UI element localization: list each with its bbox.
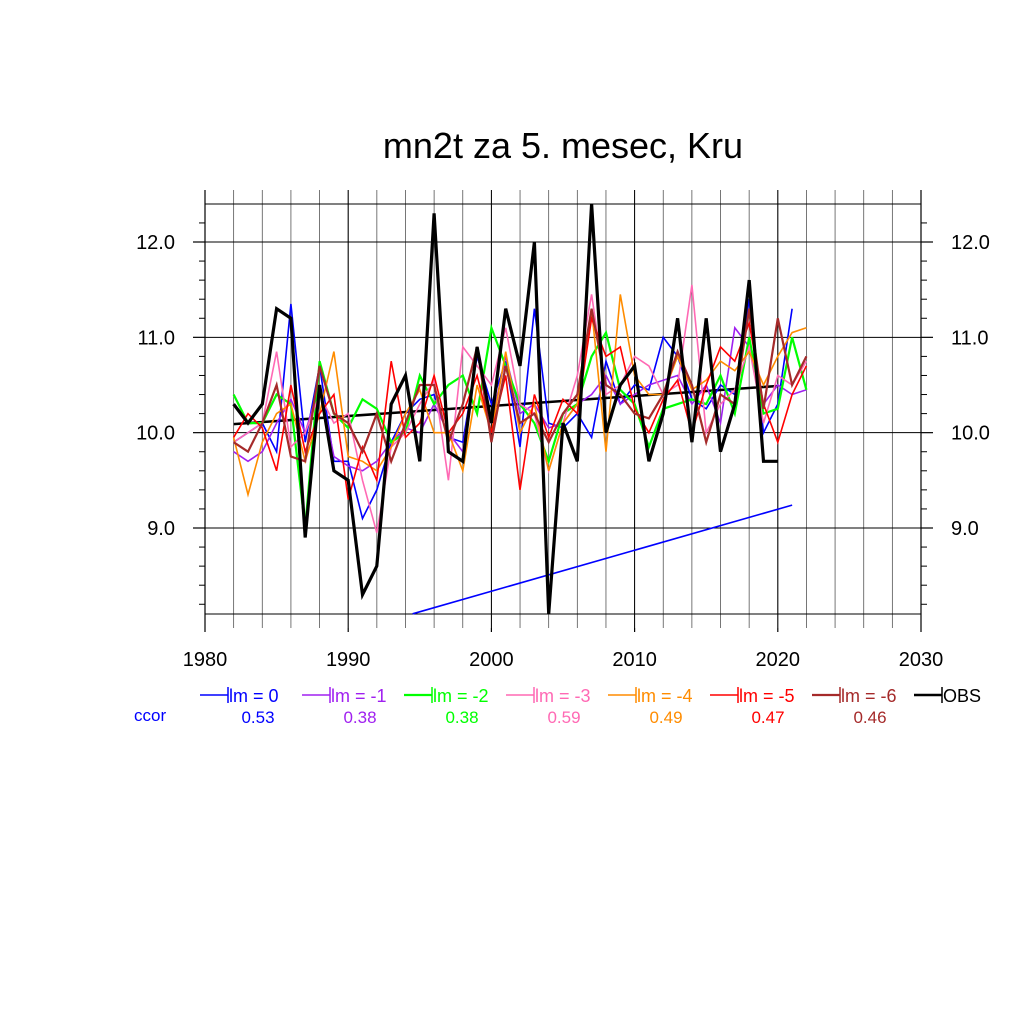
x-tick-label: 2030 xyxy=(899,649,944,671)
legend-label: lm = -6 xyxy=(841,686,897,706)
ccor-value: 0.38 xyxy=(343,708,376,727)
y-tick-label-right: 10.0 xyxy=(951,423,990,445)
y-tick-label-right: 9.0 xyxy=(951,518,979,540)
y-tick-label-right: 11.0 xyxy=(951,327,988,349)
y-tick-label-left: 9.0 xyxy=(147,518,175,540)
legend-label: OBS xyxy=(943,686,981,706)
y-tick-label-left: 11.0 xyxy=(138,327,175,349)
legend-label: lm = -3 xyxy=(535,686,591,706)
legend-label: lm = -2 xyxy=(433,686,489,706)
ccor-value: 0.38 xyxy=(445,708,478,727)
legend: lm = 0 0.53 lm = -1 0.38 lm = -2 0.38 lm = -3 0… xyxy=(134,686,981,727)
legend-label: lm = -5 xyxy=(739,686,795,706)
trend-line xyxy=(412,504,793,615)
legend-label: lm = -1 xyxy=(331,686,387,706)
x-tick-label: 1990 xyxy=(326,649,371,671)
ccor-value: 0.46 xyxy=(853,708,886,727)
y-tick-label-right: 12.0 xyxy=(951,232,990,254)
x-tick-label: 2020 xyxy=(756,649,801,671)
legend-label: lm = 0 xyxy=(229,686,279,706)
ccor-label: ccor xyxy=(134,706,166,725)
ccor-value: 0.49 xyxy=(649,708,682,727)
x-tick-label: 2010 xyxy=(612,649,657,671)
chart-title: mn2t za 5. mesec, Kru xyxy=(383,125,743,166)
ccor-value: 0.47 xyxy=(751,708,784,727)
x-tick-label: 1980 xyxy=(183,649,228,671)
series-layer xyxy=(232,203,808,615)
ccor-value: 0.59 xyxy=(547,708,580,727)
series-line xyxy=(233,299,793,521)
ccor-value: 0.53 xyxy=(241,708,274,727)
x-tick-label: 2000 xyxy=(469,649,514,671)
y-tick-label-left: 12.0 xyxy=(136,232,175,254)
y-tick-label-left: 10.0 xyxy=(136,423,175,445)
series-line xyxy=(232,203,778,614)
axes: 9.0 9.0 10.0 10.0 11.0 11.0 12.0 12.0 1980 1990 20… xyxy=(136,190,990,671)
legend-label: lm = -4 xyxy=(637,686,693,706)
series-line xyxy=(232,308,808,465)
